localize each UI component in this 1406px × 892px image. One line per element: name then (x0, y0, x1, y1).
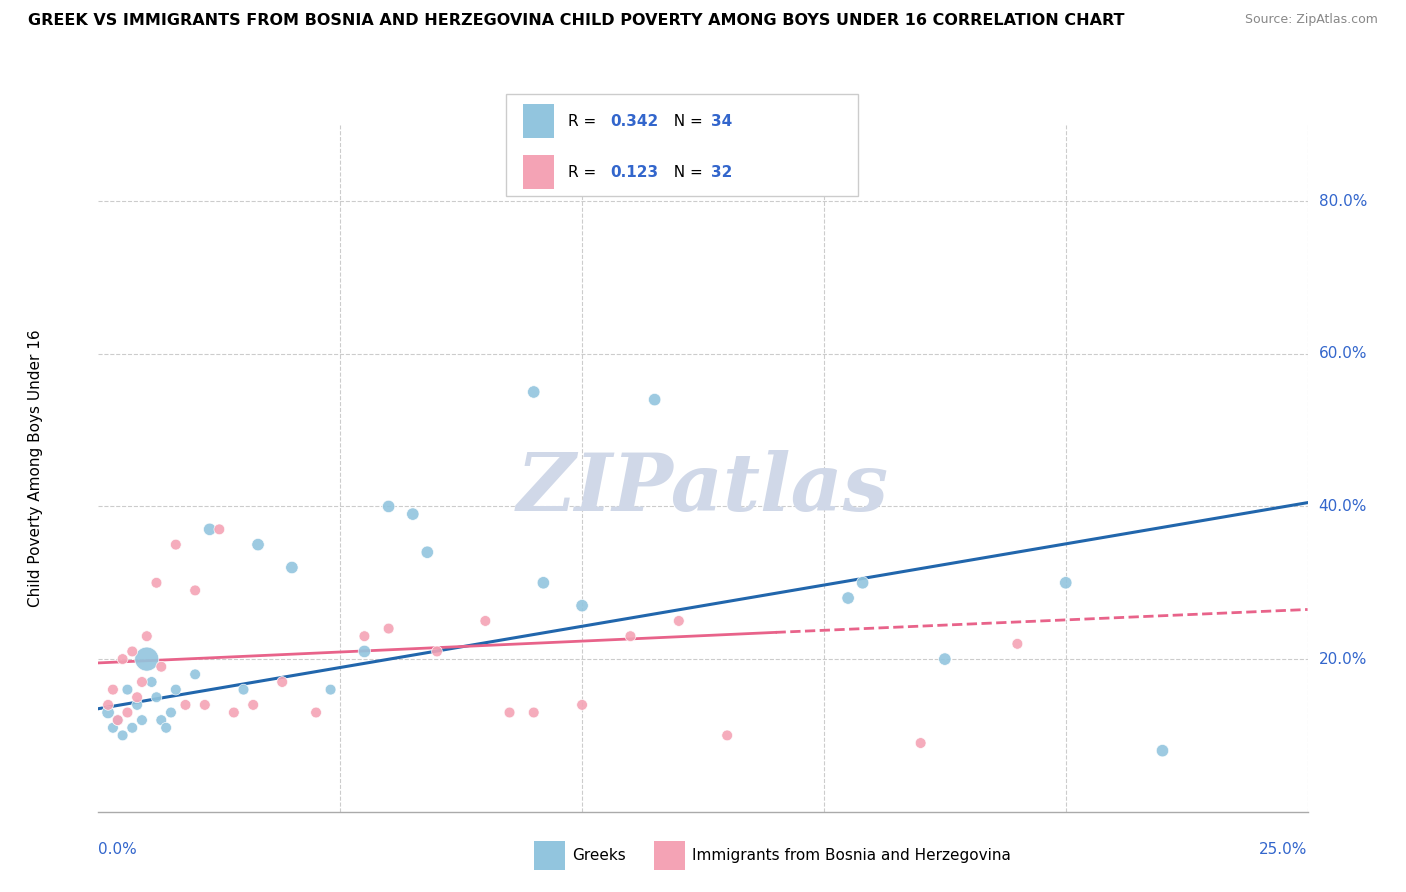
Text: Greeks: Greeks (572, 848, 626, 863)
Point (135, 629, 157, 643)
Point (165, 682, 187, 697)
Point (1007, 637, 1029, 651)
Point (184, 583, 207, 598)
Point (716, 728, 738, 742)
Point (619, 629, 641, 643)
Point (242, 698, 264, 712)
Point (121, 644, 143, 658)
Point (117, 706, 139, 720)
Point (150, 659, 173, 673)
Point (160, 706, 183, 720)
Point (111, 652, 134, 666)
Point (107, 713, 129, 727)
Point (1152, 744, 1174, 758)
Point (131, 675, 153, 690)
Point (150, 713, 173, 727)
Text: 60.0%: 60.0% (1319, 346, 1367, 361)
Point (377, 500, 399, 514)
Point (165, 538, 187, 552)
Point (571, 599, 593, 613)
Point (934, 652, 956, 666)
Point (174, 698, 197, 712)
Text: Child Poverty Among Boys Under 16: Child Poverty Among Boys Under 16 (28, 329, 44, 607)
Text: 0.342: 0.342 (610, 114, 658, 128)
Point (353, 629, 375, 643)
Text: 0.0%: 0.0% (98, 842, 138, 857)
Point (852, 575, 875, 590)
Point (402, 507, 425, 521)
Text: ZIPatlas: ZIPatlas (517, 450, 889, 528)
Point (97, 698, 120, 712)
Point (107, 713, 129, 727)
Point (111, 728, 134, 742)
Text: Immigrants from Bosnia and Herzegovina: Immigrants from Bosnia and Herzegovina (692, 848, 1011, 863)
Point (198, 522, 221, 536)
Point (498, 706, 520, 720)
Text: 34: 34 (711, 114, 733, 128)
Point (101, 721, 124, 735)
Point (271, 675, 294, 690)
Point (910, 736, 932, 750)
Point (531, 575, 554, 590)
Text: 80.0%: 80.0% (1319, 194, 1367, 209)
Point (668, 614, 690, 628)
Text: 32: 32 (711, 165, 733, 179)
Point (117, 682, 139, 697)
Point (232, 682, 254, 697)
Text: N =: N = (664, 165, 707, 179)
Text: 20.0%: 20.0% (1319, 651, 1367, 666)
Point (131, 713, 153, 727)
Point (571, 698, 593, 712)
Point (1054, 575, 1077, 590)
Text: N =: N = (664, 114, 707, 128)
Point (155, 721, 177, 735)
Point (281, 560, 304, 574)
Point (377, 622, 399, 636)
Text: R =: R = (568, 114, 602, 128)
Point (319, 682, 342, 697)
Point (474, 614, 496, 628)
Point (353, 644, 375, 658)
Point (184, 667, 207, 681)
Point (426, 644, 449, 658)
Point (305, 706, 328, 720)
Text: GREEK VS IMMIGRANTS FROM BOSNIA AND HERZEGOVINA CHILD POVERTY AMONG BOYS UNDER 1: GREEK VS IMMIGRANTS FROM BOSNIA AND HERZ… (28, 13, 1125, 29)
Point (101, 682, 124, 697)
Text: 40.0%: 40.0% (1319, 499, 1367, 514)
Point (135, 652, 157, 666)
Point (523, 384, 546, 399)
Text: 0.123: 0.123 (610, 165, 658, 179)
Point (145, 690, 167, 705)
Point (644, 392, 666, 407)
Point (208, 522, 231, 536)
Point (416, 545, 439, 559)
Point (141, 675, 163, 690)
Text: 25.0%: 25.0% (1260, 842, 1308, 857)
Text: Source: ZipAtlas.com: Source: ZipAtlas.com (1244, 13, 1378, 27)
Point (222, 706, 245, 720)
Point (523, 706, 546, 720)
Point (127, 698, 149, 712)
Point (97, 706, 120, 720)
Text: R =: R = (568, 165, 602, 179)
Point (194, 698, 217, 712)
Point (145, 575, 167, 590)
Point (247, 538, 270, 552)
Point (121, 721, 143, 735)
Point (127, 690, 149, 705)
Point (837, 591, 859, 605)
